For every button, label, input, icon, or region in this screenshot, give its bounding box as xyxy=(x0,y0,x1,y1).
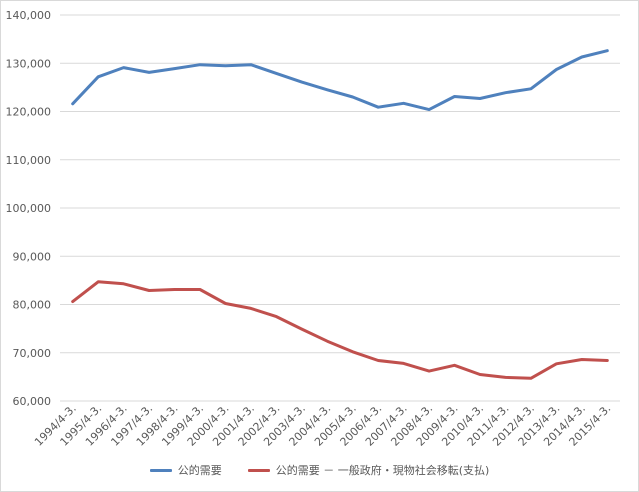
y-tick-label: 130,000 xyxy=(6,57,52,70)
y-tick-label: 60,000 xyxy=(13,395,52,408)
series-line-1 xyxy=(71,49,609,112)
y-tick-label: 80,000 xyxy=(13,299,52,312)
legend: 公的需要 公的需要 － 一般政府・現物社会移転(支払) xyxy=(0,460,639,480)
legend-item-series-2: 公的需要 － 一般政府・現物社会移転(支払) xyxy=(247,462,490,478)
series-lines xyxy=(71,49,609,380)
legend-swatch-series-2 xyxy=(247,468,270,472)
y-tick-label: 110,000 xyxy=(6,154,52,167)
y-tick-label: 140,000 xyxy=(6,9,52,22)
y-axis: 60,000 70,000 80,000 90,000 100,000 110,000 12… xyxy=(6,9,52,408)
legend-label-series-2: 公的需要 － 一般政府・現物社会移転(支払) xyxy=(275,464,490,477)
y-tick-label: 120,000 xyxy=(6,106,52,119)
y-tick-label: 100,000 xyxy=(6,202,52,215)
x-axis: 1994/4-3.1995/4-3.1996/4-3.1997/4-3.1998… xyxy=(32,402,613,449)
legend-item-series-1: 公的需要 xyxy=(149,462,222,478)
legend-swatch-series-1 xyxy=(149,468,172,472)
series-line-2 xyxy=(71,280,609,380)
y-tick-label: 90,000 xyxy=(13,250,52,263)
gridlines xyxy=(60,14,620,402)
legend-label-series-1: 公的需要 xyxy=(177,464,222,477)
y-tick-label: 70,000 xyxy=(13,347,52,360)
